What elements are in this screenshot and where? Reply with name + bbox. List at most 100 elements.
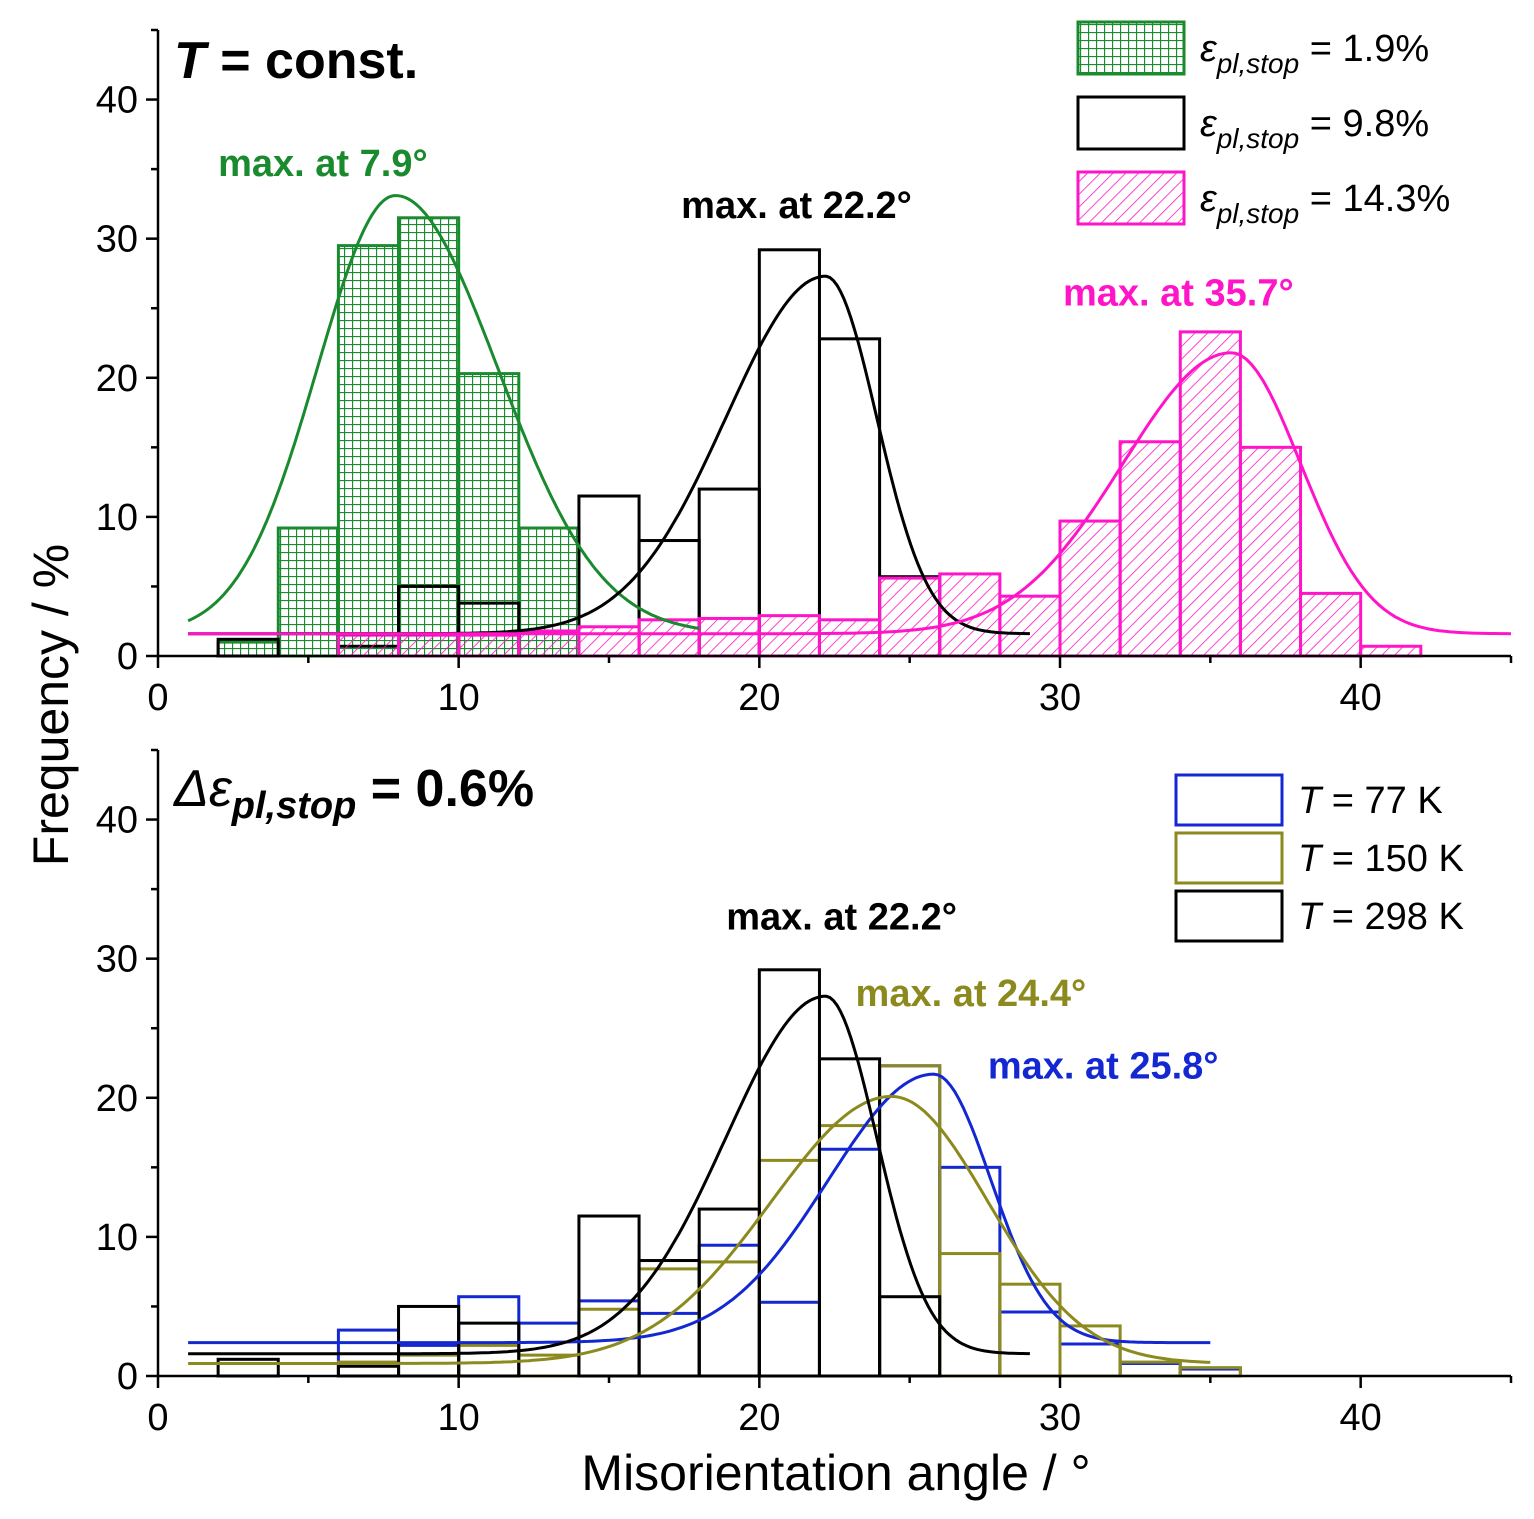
bar-blue — [1118, 1361, 1182, 1378]
bar-blue — [397, 1343, 461, 1378]
y-tick-label: 0 — [117, 636, 138, 678]
legend-bottom: T = 77 K T = 150 K T = 298 K — [1174, 773, 1464, 943]
bar-magenta — [1238, 445, 1303, 658]
y-tick-label: 0 — [117, 1356, 138, 1398]
bar-olive — [878, 1064, 942, 1378]
legend-label-olive: T = 150 K — [1298, 838, 1464, 880]
legend-label-green: εpl,stop = 1.9% — [1200, 28, 1429, 79]
bar-olive — [757, 1158, 821, 1378]
bar-magenta — [336, 633, 401, 658]
bar-green — [276, 526, 340, 658]
y-tick-label: 10 — [96, 1217, 138, 1259]
bars-bottom — [216, 968, 1242, 1378]
bar-magenta — [757, 614, 821, 658]
panel-title-top: T = const. — [174, 32, 418, 90]
bar-magenta — [1299, 591, 1363, 658]
bar-magenta — [697, 616, 761, 658]
annotation-blue: max. at 25.8° — [988, 1045, 1219, 1087]
legend-swatch-green — [1076, 20, 1186, 76]
bar-magenta — [817, 618, 882, 658]
x-tick-label: 40 — [1340, 1397, 1382, 1439]
fit-curve-green — [187, 194, 700, 630]
fit-curve-magenta — [188, 351, 1512, 636]
bar-olive — [637, 1267, 701, 1378]
x-tick-label: 0 — [147, 1397, 168, 1439]
bar-blue — [1058, 1342, 1122, 1378]
legend-label-black: εpl,stop = 9.8% — [1200, 103, 1429, 154]
x-tick-label: 20 — [738, 1397, 780, 1439]
y-tick-label: 40 — [96, 80, 138, 122]
legend-swatch-magenta — [1076, 170, 1186, 226]
bar-olive — [1178, 1366, 1242, 1378]
bar-magenta — [998, 594, 1062, 658]
annotation-black: max. at 22.2° — [681, 185, 912, 227]
legend-label-black2: T = 298 K — [1298, 896, 1464, 938]
bar-green — [457, 372, 521, 658]
bar-black2 — [336, 1364, 401, 1378]
axes-bottom: 0 10 20 30 40 0 10 20 30 40 — [96, 748, 1513, 1439]
bar-blue — [757, 1300, 821, 1378]
bar-magenta — [637, 618, 701, 658]
bar-blue — [817, 1147, 882, 1378]
x-axis-label: Misorientation angle / ° — [581, 1445, 1090, 1501]
bar-black2 — [757, 968, 821, 1378]
panel-title-bottom: Δεpl,stop = 0.6% — [172, 760, 534, 827]
fit-curve-black2 — [188, 994, 1030, 1356]
bar-olive — [817, 1124, 882, 1378]
bar-black2 — [457, 1321, 521, 1378]
fit-curve-olive — [188, 1094, 1211, 1365]
legend-swatch-black2 — [1174, 889, 1284, 943]
bar-magenta — [457, 633, 521, 658]
bar-black2 — [216, 1357, 280, 1378]
y-tick-label: 30 — [96, 219, 138, 261]
x-tick-label: 10 — [438, 1397, 480, 1439]
top-panel: 0 10 20 30 40 0 10 20 30 40 max. at 7.9° max. at 22… — [96, 20, 1513, 719]
annotation-olive: max. at 24.4° — [856, 973, 1087, 1015]
y-axis-label: Frequency / % — [23, 544, 79, 866]
annotation-black2: max. at 22.2° — [726, 896, 957, 938]
bar-magenta — [577, 625, 641, 658]
x-tick-label: 0 — [147, 677, 168, 719]
bottom-panel: 0 10 20 30 40 0 10 20 30 40 max. at 25.8° max. at 2… — [96, 748, 1513, 1439]
x-tick-label: 30 — [1039, 1397, 1081, 1439]
x-tick-label: 20 — [738, 677, 780, 719]
bar-green — [397, 216, 461, 658]
y-tick-label: 40 — [96, 800, 138, 842]
bar-black2 — [697, 1207, 761, 1378]
y-tick-label: 30 — [96, 939, 138, 981]
bar-magenta — [1118, 440, 1182, 658]
bar-olive — [938, 1252, 1002, 1378]
bar-blue — [938, 1165, 1002, 1378]
legend-swatch-olive — [1174, 831, 1284, 885]
bar-magenta — [397, 633, 461, 658]
fit-curves-top — [187, 194, 1512, 636]
legend-label-magenta: εpl,stop = 14.3% — [1200, 178, 1450, 229]
bar-olive — [1058, 1324, 1122, 1378]
y-tick-label: 20 — [96, 358, 138, 400]
legend-swatch-black — [1076, 95, 1186, 151]
annotation-green: max. at 7.9° — [218, 143, 428, 185]
x-tick-label: 10 — [438, 677, 480, 719]
legend-top: εpl,stop = 1.9% εpl,stop = 9.8% εpl,stop =… — [1076, 20, 1450, 229]
bar-blue — [878, 1064, 942, 1378]
bar-magenta — [1359, 644, 1423, 658]
annotation-magenta: max. at 35.7° — [1063, 272, 1294, 314]
bar-blue — [697, 1243, 761, 1378]
y-tick-label: 10 — [96, 497, 138, 539]
legend-swatch-blue — [1174, 773, 1284, 827]
x-tick-label: 30 — [1039, 677, 1081, 719]
bar-green — [216, 640, 280, 658]
bar-black — [757, 248, 821, 658]
bar-olive — [397, 1353, 461, 1378]
bar-blue — [998, 1310, 1062, 1378]
y-tick-label: 20 — [96, 1078, 138, 1120]
x-tick-label: 40 — [1340, 677, 1382, 719]
bar-black2 — [637, 1259, 701, 1378]
legend-label-blue: T = 77 K — [1298, 780, 1443, 822]
fit-curves-bottom — [188, 994, 1211, 1365]
bar-green — [336, 244, 401, 658]
bar-magenta — [1178, 330, 1242, 658]
bars-top — [216, 216, 1423, 658]
axes-top: 0 10 20 30 40 0 10 20 30 40 — [96, 28, 1513, 719]
